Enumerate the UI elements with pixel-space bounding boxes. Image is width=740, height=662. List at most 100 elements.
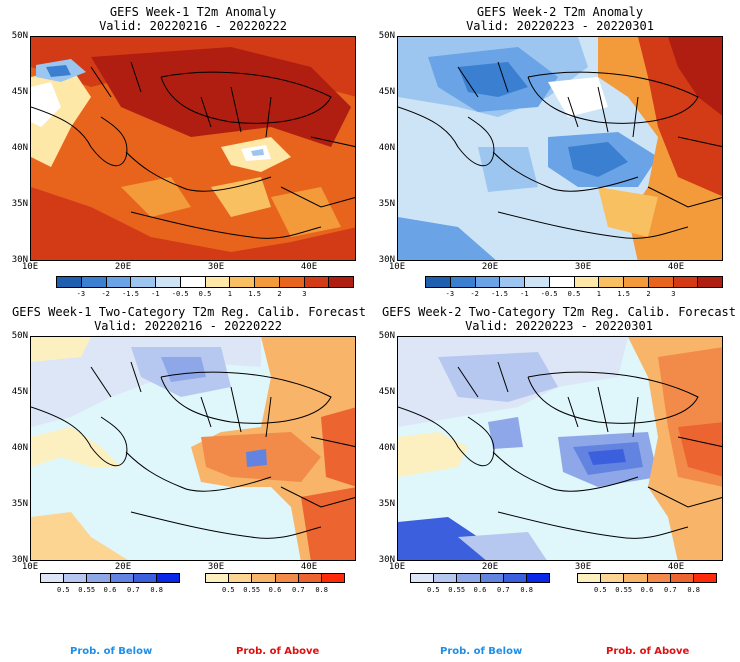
lat-tick: 50N (11, 331, 28, 341)
prob-below-label: Prob. of Below (440, 646, 523, 657)
lat-tick: 50N (378, 31, 395, 41)
colorbar-swatch (599, 277, 624, 287)
prob-above-colorbar-week2 (577, 573, 717, 583)
panel-4-title-text: GEFS Week-2 Two-Category T2m Reg. Calib.… (381, 305, 736, 319)
colorbar-swatch (229, 574, 253, 582)
colorbar-swatch (106, 277, 132, 287)
prob-below-colorbar-week1-labels: 0.5 0.55 0.6 0.7 0.8 (40, 586, 180, 596)
lon-tick: 10E (21, 262, 39, 272)
colorbar-swatch (41, 574, 65, 582)
prob-above-label: Prob. of Above (606, 646, 690, 657)
colorbar-tick-label: -2 (470, 290, 479, 298)
colorbar-tick-label: 2 (646, 290, 651, 298)
prob-below-colorbar-week2 (410, 573, 550, 583)
colorbar-tick-label: -3 (445, 290, 455, 298)
colorbar-tick-label: 0.5 (222, 586, 235, 594)
map-week1-probability-field (31, 337, 355, 560)
lon-tick: 10E (388, 262, 406, 272)
colorbar-tick-label: 2 (277, 290, 282, 298)
prob-below-colorbar-week1 (40, 573, 180, 583)
colorbar-tick-label: 0.5 (594, 586, 607, 594)
map-week2-anomaly (397, 36, 723, 261)
colorbar-tick-label: 1 (596, 290, 601, 298)
colorbar-swatch (500, 277, 525, 287)
colorbar-swatch (206, 574, 230, 582)
colorbar-tick-label: 0.6 (268, 586, 282, 594)
lon-tick: 20E (114, 262, 132, 272)
colorbar-swatch (693, 574, 717, 582)
colorbar-swatch (698, 277, 722, 287)
anomaly-colorbar-week1-labels: -3 -2 -1.5 -1 -0.5 0.5 1 1.5 2 3 (56, 290, 354, 300)
colorbar-swatch (131, 277, 156, 287)
colorbar-swatch (574, 277, 600, 287)
lon-tick: 10E (388, 562, 406, 572)
lon-tick: 20E (481, 562, 499, 572)
panel-1-title-text: GEFS Week-1 T2m Anomaly (109, 5, 277, 19)
lat-tick: 35N (11, 199, 28, 209)
lat-tick: 45N (378, 387, 395, 397)
prob-above-colorbar-week1 (205, 573, 345, 583)
colorbar-tick-label: 0.7 (292, 586, 305, 594)
colorbar-tick-label: 0.7 (497, 586, 510, 594)
colorbar-tick-label: 0.5 (427, 586, 440, 594)
lat-tick: 35N (378, 199, 395, 209)
colorbar-swatch (434, 574, 458, 582)
prob-below-label: Prob. of Below (70, 646, 153, 657)
anomaly-colorbar-week2 (425, 276, 723, 288)
colorbar-tick-label: -1 (151, 290, 160, 298)
colorbar-swatch (64, 574, 88, 582)
lat-tick: 45N (11, 387, 28, 397)
colorbar-swatch (647, 574, 671, 582)
lat-tick: 40N (11, 143, 28, 153)
lon-tick: 30E (574, 562, 592, 572)
colorbar-swatch (304, 277, 330, 287)
colorbar-tick-label: -0.5 (171, 290, 189, 298)
panel-1-title: GEFS Week-1 T2m Anomaly Valid: 20220216 … (30, 5, 356, 33)
colorbar-tick-label: 0.55 (78, 586, 96, 594)
lat-tick: 50N (11, 31, 28, 41)
colorbar-tick-label: 0.6 (640, 586, 654, 594)
colorbar-swatch (426, 277, 451, 287)
prob-below-colorbar-week2-labels: 0.5 0.55 0.6 0.7 0.8 (410, 586, 550, 596)
colorbar-tick-label: 0.6 (473, 586, 487, 594)
lat-tick: 30N (378, 555, 395, 565)
colorbar-tick-label: 0.8 (520, 586, 533, 594)
panel-4-valid-text: Valid: 20220223 - 20220301 (465, 319, 653, 333)
lon-tick: 30E (574, 262, 592, 272)
colorbar-swatch (578, 574, 602, 582)
lon-tick: 40E (300, 262, 318, 272)
lon-tick: 10E (21, 562, 39, 572)
colorbar-tick-label: -0.5 (540, 290, 558, 298)
lat-tick: 45N (11, 87, 28, 97)
colorbar-swatch (205, 277, 231, 287)
colorbar-tick-label: 1.5 (248, 290, 261, 298)
lat-tick: 30N (378, 255, 395, 265)
colorbar-swatch (133, 574, 157, 582)
colorbar-tick-label: 0.8 (687, 586, 700, 594)
colorbar-tick-label: 3 (671, 290, 676, 298)
colorbar-swatch (624, 574, 648, 582)
lat-tick: 40N (378, 443, 395, 453)
colorbar-tick-label: 0.5 (567, 290, 581, 298)
colorbar-swatch (525, 277, 550, 287)
anomaly-colorbar-week1 (56, 276, 354, 288)
colorbar-tick-label: 0.6 (103, 586, 117, 594)
colorbar-swatch (156, 574, 180, 582)
panel-1-valid-text: Valid: 20220216 - 20220222 (99, 19, 287, 33)
colorbar-swatch (57, 277, 82, 287)
panel-3-title-text: GEFS Week-1 Two-Category T2m Reg. Calib.… (12, 305, 367, 319)
lat-tick: 30N (11, 255, 28, 265)
colorbar-swatch (411, 574, 435, 582)
colorbar-tick-label: 0.7 (127, 586, 140, 594)
colorbar-tick-label: -1 (520, 290, 529, 298)
colorbar-swatch (673, 277, 699, 287)
panel-3-title: GEFS Week-1 Two-Category T2m Reg. Calib.… (12, 305, 367, 333)
lon-tick: 30E (207, 562, 225, 572)
colorbar-tick-label: -1.5 (122, 290, 139, 298)
colorbar-swatch (648, 277, 674, 287)
colorbar-swatch (180, 277, 206, 287)
prob-above-label: Prob. of Above (236, 646, 320, 657)
colorbar-swatch (87, 574, 111, 582)
prob-above-colorbar-week1-labels: 0.5 0.55 0.6 0.7 0.8 (205, 586, 345, 596)
lon-tick: 20E (114, 562, 132, 572)
